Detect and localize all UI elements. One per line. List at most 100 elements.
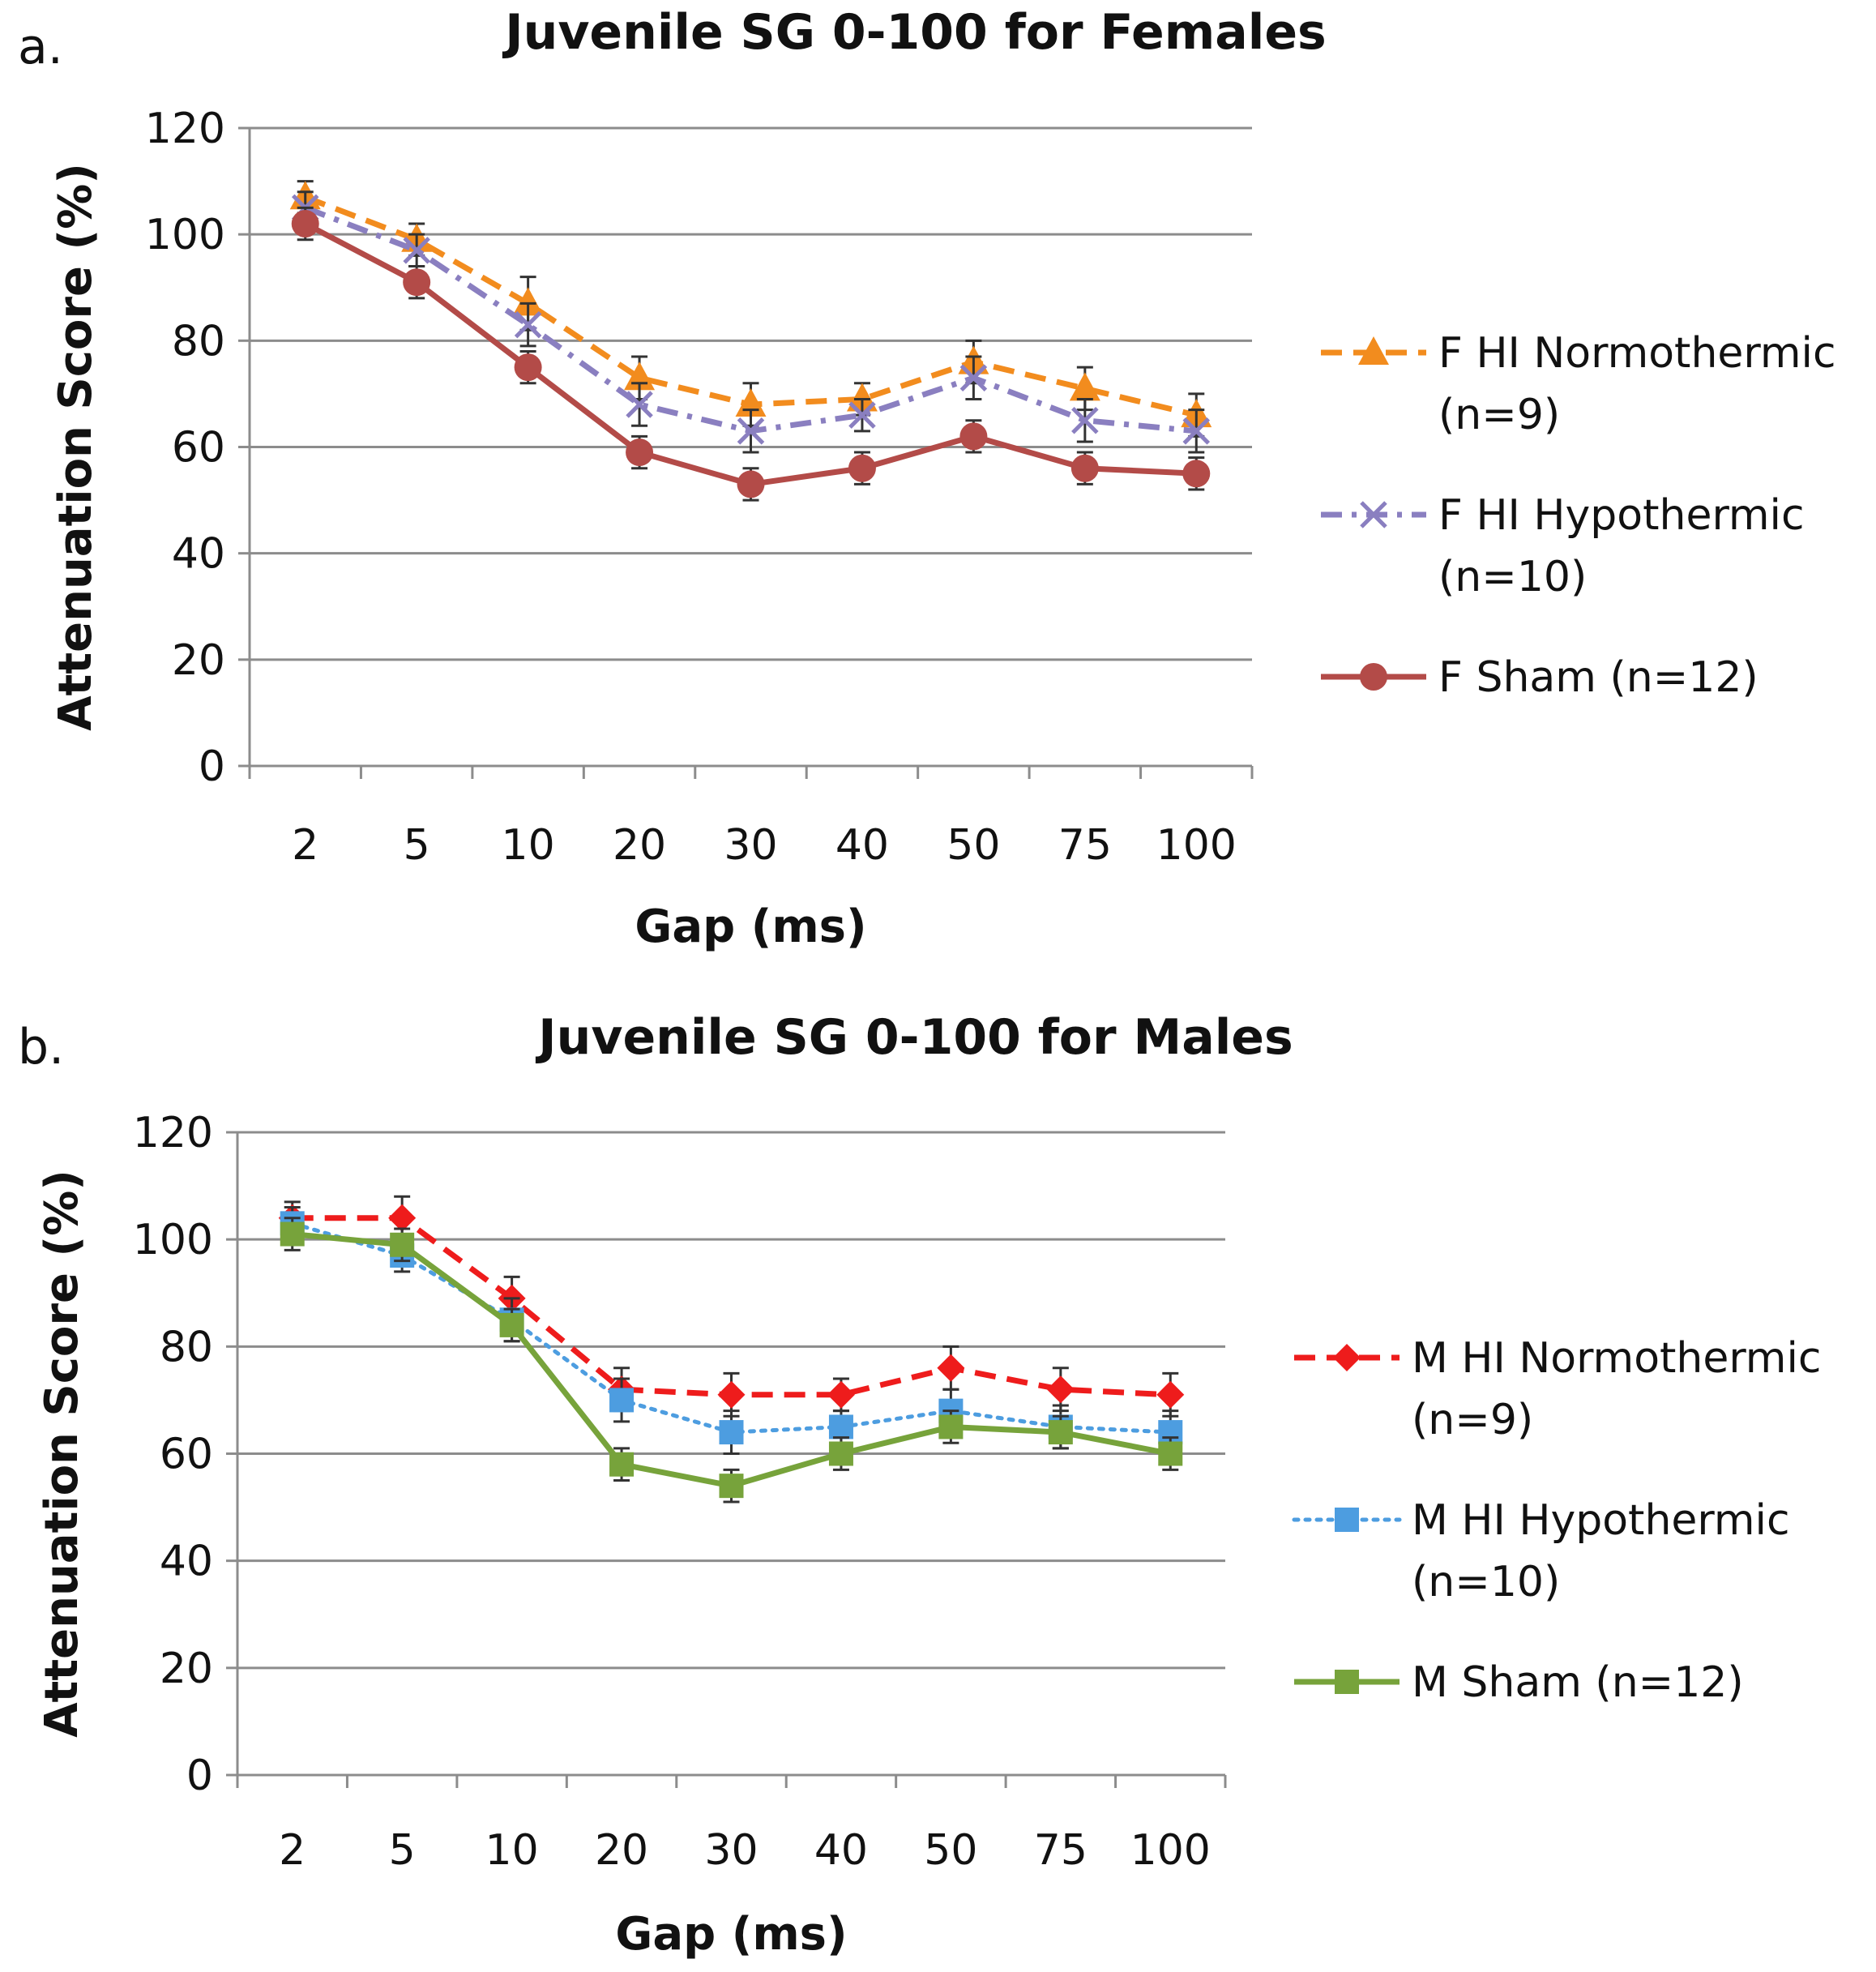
data-point	[848, 401, 876, 429]
y-tick-label: 40	[160, 1538, 213, 1586]
x-tick-label: 30	[704, 1826, 758, 1875]
data-point	[1070, 454, 1099, 482]
series-m-hi-normothermic	[278, 1195, 1185, 1418]
data-point	[291, 210, 319, 238]
legend-entry: F HI Normothermic (n=9)	[1321, 329, 1836, 439]
legend-entry: M Sham (n=12)	[1294, 1658, 1744, 1707]
data-point	[828, 1414, 853, 1439]
y-tick-label: 80	[172, 317, 225, 366]
data-point	[1158, 1441, 1183, 1466]
x-tick-label: 2	[279, 1826, 306, 1875]
x-tick-label: 40	[814, 1826, 868, 1875]
y-axis-label: Attenuation Score (%)	[49, 163, 102, 731]
data-point	[1182, 460, 1211, 488]
legend-label: (n=10)	[1412, 1558, 1560, 1606]
legend-label: F Sham (n=12)	[1438, 653, 1758, 702]
series-line	[292, 1215, 1171, 1398]
y-tick-label: 20	[172, 636, 225, 685]
data-point	[403, 268, 431, 297]
data-point	[737, 417, 765, 445]
data-point	[609, 1452, 635, 1477]
y-tick-label: 40	[172, 530, 225, 579]
series-f-hi-hypothermic	[291, 190, 1211, 454]
y-tick-label: 80	[160, 1323, 213, 1371]
legend-label: M HI Normothermic	[1412, 1334, 1822, 1383]
data-point	[609, 1388, 635, 1413]
data-point	[388, 1204, 417, 1232]
chart-panel: a. Juvenile SG 0-100 for Females 0 20 40 60 80…	[18, 4, 1836, 953]
legend-label: F HI Normothermic	[1438, 329, 1836, 378]
data-point	[717, 1380, 746, 1409]
x-tick-label: 10	[485, 1826, 539, 1875]
data-point	[1048, 1420, 1073, 1445]
legend-label: (n=9)	[1412, 1396, 1533, 1444]
data-point	[737, 470, 765, 498]
data-point	[499, 1312, 524, 1337]
chart-panel: b. Juvenile SG 0-100 for Males 0 20 40 60 80 10…	[18, 1009, 1822, 1961]
legend-label: (n=10)	[1438, 553, 1587, 601]
data-point	[280, 1221, 305, 1247]
data-point	[719, 1474, 744, 1499]
x-tick-label: 10	[502, 821, 555, 870]
x-axis-label: Gap (ms)	[615, 1908, 847, 1961]
data-point	[514, 353, 542, 382]
data-point	[1069, 372, 1100, 401]
legend-label: M Sham (n=12)	[1412, 1658, 1744, 1707]
data-point	[1156, 1380, 1185, 1409]
series-f-sham	[291, 206, 1211, 502]
data-point	[846, 383, 878, 412]
legend-entry: M HI Hypothermic (n=10)	[1292, 1496, 1790, 1606]
data-point	[828, 1441, 853, 1466]
x-tick-label: 5	[389, 1826, 416, 1875]
y-tick-label: 0	[199, 742, 225, 791]
x-tick-label: 20	[595, 1826, 648, 1875]
x-tick-label: 5	[404, 821, 430, 870]
data-point	[1071, 406, 1099, 434]
data-point	[827, 1380, 855, 1409]
y-tick-label: 60	[172, 424, 225, 473]
legend-marker	[1360, 663, 1387, 691]
data-point	[512, 287, 544, 316]
y-tick-label: 120	[145, 105, 225, 153]
data-point	[390, 1232, 415, 1257]
data-point	[959, 422, 988, 451]
data-point	[403, 237, 430, 264]
x-tick-label: 20	[613, 821, 666, 870]
legend-label: M HI Hypothermic	[1412, 1496, 1790, 1545]
data-point	[848, 454, 876, 482]
x-axis-label: Gap (ms)	[635, 900, 866, 953]
legend-marker	[1360, 501, 1387, 528]
y-axis-label: Attenuation Score (%)	[36, 1170, 88, 1738]
legend-marker	[1335, 1670, 1359, 1694]
panel-label: b.	[18, 1019, 64, 1076]
legend-label: F HI Hypothermic	[1438, 491, 1805, 540]
series-m-hi-hypothermic	[280, 1206, 1183, 1455]
legend-marker	[1335, 1508, 1359, 1532]
legend-marker	[1333, 1344, 1361, 1371]
x-tick-label: 100	[1156, 821, 1237, 870]
x-tick-label: 75	[1058, 821, 1112, 870]
data-point	[1046, 1375, 1075, 1404]
data-point	[626, 438, 654, 467]
y-tick-label: 20	[160, 1645, 213, 1693]
x-tick-label: 50	[924, 1826, 977, 1875]
x-tick-label: 30	[724, 821, 777, 870]
x-tick-label: 75	[1034, 1826, 1088, 1875]
series-f-hi-normothermic	[289, 180, 1212, 438]
chart-title: Juvenile SG 0-100 for Males	[535, 1009, 1293, 1066]
legend-entry: F HI Hypothermic (n=10)	[1321, 491, 1805, 601]
y-tick-label: 100	[133, 1216, 213, 1264]
data-point	[937, 1354, 965, 1382]
legend-label: (n=9)	[1438, 391, 1560, 439]
y-tick-label: 60	[160, 1431, 213, 1479]
y-tick-label: 120	[133, 1109, 213, 1157]
data-point	[959, 364, 988, 392]
x-tick-label: 2	[292, 821, 318, 870]
y-tick-label: 0	[186, 1752, 213, 1800]
panel-label: a.	[18, 19, 63, 75]
data-point	[938, 1414, 964, 1439]
y-tick-label: 100	[145, 211, 225, 259]
chart-title: Juvenile SG 0-100 for Females	[502, 4, 1326, 61]
x-tick-label: 100	[1130, 1826, 1211, 1875]
